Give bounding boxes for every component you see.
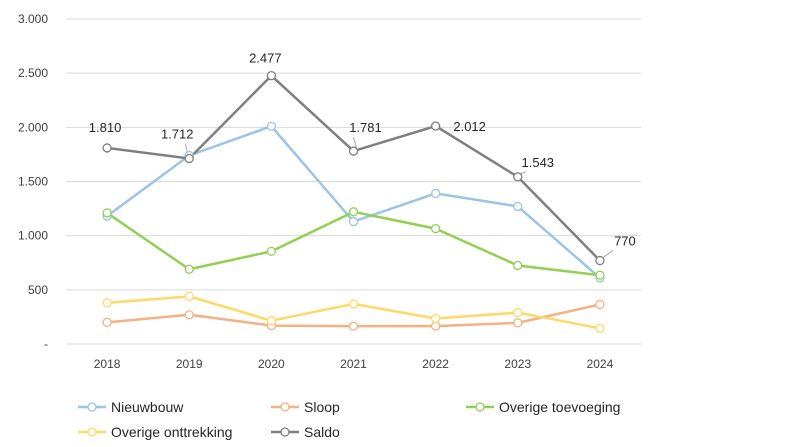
marker-overige-onttrekking-2021 xyxy=(348,299,359,309)
data-label-2021: 1.781 xyxy=(349,120,382,135)
y-tick-label: 2.000 xyxy=(18,120,48,134)
x-axis-tick-labels: 2018 2019 2020 2021 2022 2023 2024 xyxy=(94,357,614,371)
x-tick-label-2019: 2019 xyxy=(176,357,203,371)
marker-sloop-2024 xyxy=(595,299,605,310)
legend-label: Saldo xyxy=(304,424,340,440)
series-markers xyxy=(102,71,605,333)
legend-item-overige-onttrekking: Overige onttrekking xyxy=(78,424,232,440)
data-label-2022: 2.012 xyxy=(453,119,486,134)
legend-label: Overige onttrekking xyxy=(111,424,232,440)
y-tick-label: 500 xyxy=(28,283,48,297)
marker-saldo-2024 xyxy=(595,255,605,266)
legend-label: Sloop xyxy=(304,399,340,415)
data-label-leader-2024 xyxy=(602,250,614,258)
marker-saldo-2022 xyxy=(430,121,441,131)
data-label-leader-2023 xyxy=(520,171,526,175)
marker-sloop-2022 xyxy=(430,321,441,331)
marker-overige-toevoeging-2020 xyxy=(266,246,277,257)
x-tick-label-2018: 2018 xyxy=(94,357,121,371)
marker-overige-onttrekking-2018 xyxy=(102,298,112,308)
marker-saldo-2021 xyxy=(348,146,359,156)
marker-sloop-2019 xyxy=(184,310,194,320)
marker-overige-onttrekking-2023 xyxy=(513,307,523,318)
data-labels: 1.810 1.712 2.477 1.781 2.012 1.543 770 xyxy=(89,51,636,249)
marker-sloop-2021 xyxy=(348,321,359,331)
data-label-2023: 1.543 xyxy=(522,155,555,170)
marker-saldo-2020 xyxy=(266,71,277,81)
data-label-2018: 1.810 xyxy=(89,120,122,135)
marker-saldo-2023 xyxy=(513,172,523,182)
marker-saldo-2019 xyxy=(184,153,194,164)
data-label-2020: 2.477 xyxy=(249,51,282,66)
marker-overige-toevoeging-2021 xyxy=(348,207,359,217)
x-tick-label-2024: 2024 xyxy=(587,357,614,371)
x-tick-label-2021: 2021 xyxy=(340,357,367,371)
marker-overige-onttrekking-2022 xyxy=(430,313,441,324)
y-tick-label: 1.500 xyxy=(18,175,48,189)
legend-swatch-marker xyxy=(280,402,290,412)
data-label-leader-2021 xyxy=(353,136,357,149)
marker-nieuwbouw-2023 xyxy=(513,201,523,212)
marker-nieuwbouw-2020 xyxy=(266,121,277,131)
marker-overige-onttrekking-2024 xyxy=(595,323,605,333)
marker-nieuwbouw-2022 xyxy=(430,188,441,199)
legend-swatch-marker xyxy=(475,402,485,412)
marker-sloop-2018 xyxy=(102,317,112,327)
x-tick-label-2022: 2022 xyxy=(422,357,449,371)
legend-swatch-marker xyxy=(87,427,97,437)
marker-overige-toevoeging-2019 xyxy=(184,264,194,274)
y-tick-label: 3.000 xyxy=(18,12,48,26)
marker-overige-onttrekking-2020 xyxy=(266,316,277,326)
legend-swatch-marker xyxy=(280,427,290,437)
x-tick-label-2020: 2020 xyxy=(258,357,285,371)
data-label-2024: 770 xyxy=(614,234,636,249)
series-lines xyxy=(106,74,601,330)
data-label-2019: 1.712 xyxy=(161,127,194,142)
y-tick-label: - xyxy=(44,337,48,351)
legend-item-sloop: Sloop xyxy=(271,399,340,415)
legend-swatch-marker xyxy=(87,402,97,412)
marker-overige-toevoeging-2018 xyxy=(102,208,112,218)
marker-overige-onttrekking-2019 xyxy=(184,291,194,301)
legend: Nieuwbouw Sloop Overige toevoeging Overige … xyxy=(78,399,620,440)
y-tick-label: 1.000 xyxy=(18,229,48,243)
legend-label: Nieuwbouw xyxy=(111,399,184,415)
marker-overige-toevoeging-2022 xyxy=(430,223,441,234)
x-tick-label-2023: 2023 xyxy=(504,357,531,371)
y-axis-tick-labels: - 500 1.000 1.500 2.000 2.500 3.000 xyxy=(18,12,48,351)
y-tick-label: 2.500 xyxy=(18,66,48,80)
legend-item-nieuwbouw: Nieuwbouw xyxy=(78,399,184,415)
marker-nieuwbouw-2021 xyxy=(348,216,359,227)
marker-overige-toevoeging-2024 xyxy=(595,270,605,280)
marker-overige-toevoeging-2023 xyxy=(513,260,523,271)
gridlines xyxy=(66,18,641,345)
legend-item-overige-toevoeging: Overige toevoeging xyxy=(466,399,620,415)
marker-saldo-2018 xyxy=(102,143,112,153)
marker-sloop-2023 xyxy=(513,318,523,328)
legend-label: Overige toevoeging xyxy=(499,399,620,415)
legend-item-saldo: Saldo xyxy=(271,424,340,440)
